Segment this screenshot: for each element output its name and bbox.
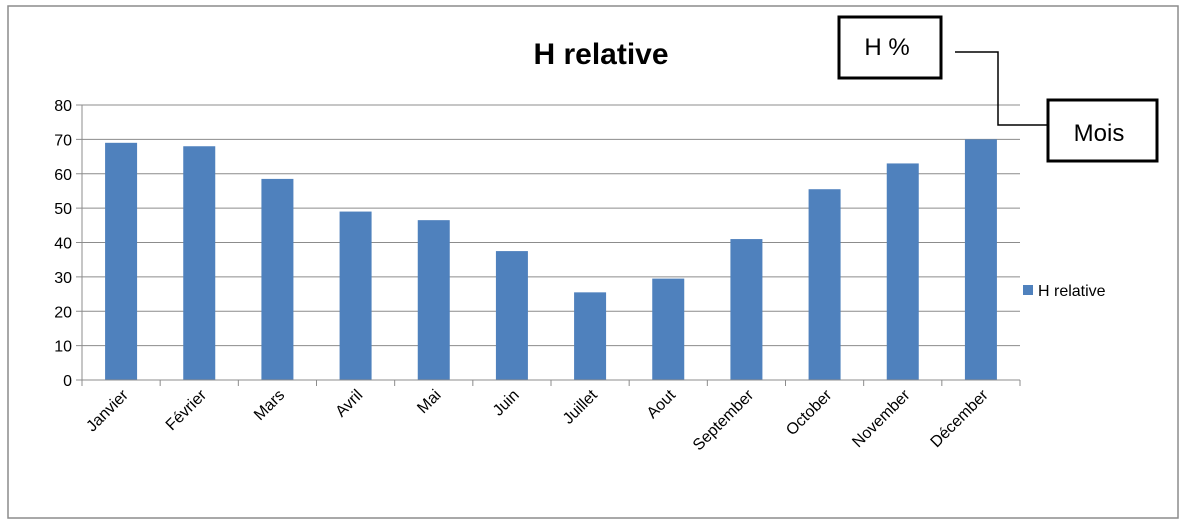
bar-février <box>183 146 216 380</box>
legend-swatch <box>1023 285 1033 295</box>
legend-label: H relative <box>1038 283 1106 300</box>
x-callout-box <box>1046 98 1159 163</box>
callouts: H % Mois <box>837 15 1159 163</box>
callout-connector <box>955 51 1048 126</box>
y-tick-label: 30 <box>54 270 72 287</box>
y-tick-label: 60 <box>54 167 72 184</box>
x-callout-text: Mois <box>1074 120 1125 147</box>
bar-juillet <box>574 292 607 380</box>
bar-avril <box>339 211 372 380</box>
y-tick-label: 20 <box>54 304 72 321</box>
grid-layer <box>82 104 1020 347</box>
bar-juin <box>495 251 528 380</box>
y-callout-box <box>837 15 943 80</box>
y-tick-label: 0 <box>63 373 72 390</box>
bar-november <box>886 163 919 380</box>
bar-janvier <box>105 142 138 380</box>
y-tick-label: 70 <box>54 132 72 149</box>
y-tick-label: 10 <box>54 339 72 356</box>
y-tick-label: 80 <box>54 98 72 115</box>
y-tick-label: 40 <box>54 236 72 253</box>
bar-aout <box>652 278 685 380</box>
chart-title: H relative <box>533 38 668 71</box>
legend: H relative <box>1023 283 1106 300</box>
bar-mars <box>261 178 294 380</box>
bar-mai <box>417 220 450 380</box>
y-tick-label: 50 <box>54 201 72 218</box>
y-callout-text: H % <box>864 34 909 61</box>
bar-september <box>730 239 763 380</box>
bar-layer <box>105 139 997 380</box>
bar-october <box>808 189 841 380</box>
bar-décember <box>964 139 997 380</box>
